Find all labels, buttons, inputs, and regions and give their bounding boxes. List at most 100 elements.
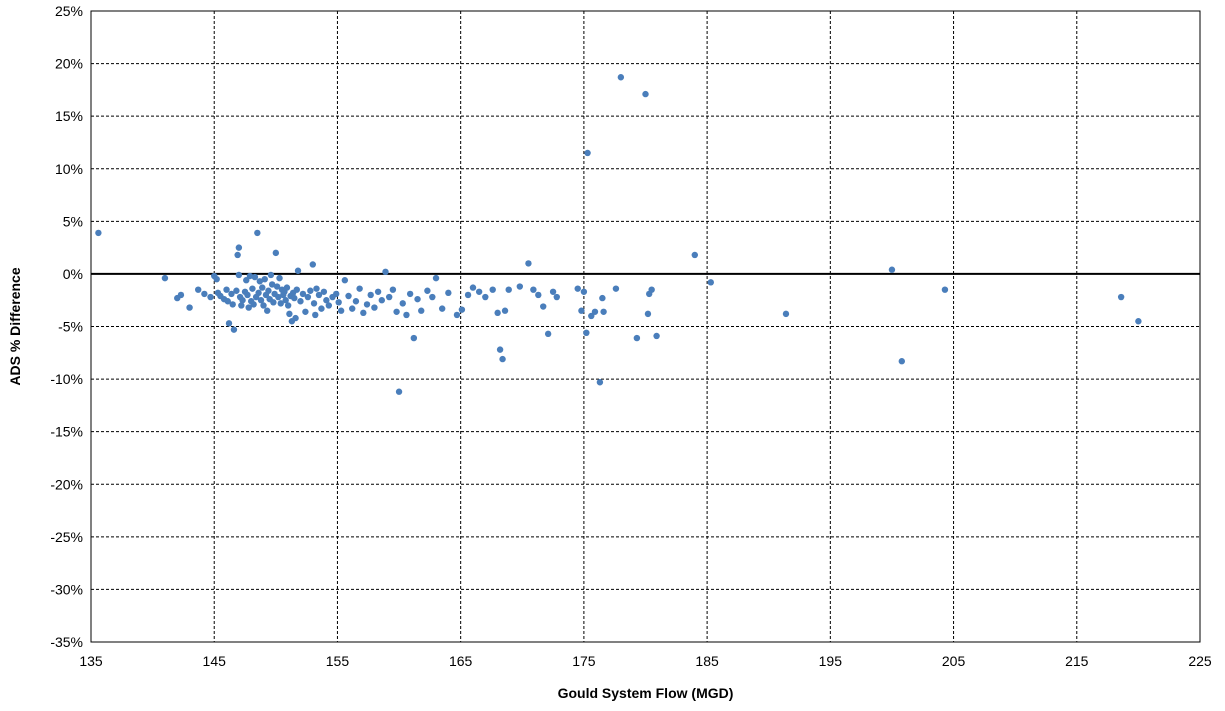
data-point xyxy=(580,288,588,295)
data-point xyxy=(315,291,323,299)
x-tick-label: 225 xyxy=(1188,653,1212,669)
x-tick-label: 175 xyxy=(572,653,596,669)
data-point xyxy=(270,299,277,306)
data-point xyxy=(223,286,230,293)
data-point xyxy=(438,305,446,312)
y-tick-label: -5% xyxy=(58,319,83,335)
data-point xyxy=(707,279,715,286)
x-axis-tick-labels: 135 145 155 165 175 185 195 205 215 225 xyxy=(79,653,1212,669)
data-point xyxy=(424,287,431,294)
data-point xyxy=(230,326,238,333)
data-point xyxy=(245,304,252,311)
data-point xyxy=(691,251,698,259)
y-tick-label: 15% xyxy=(55,108,83,124)
data-point xyxy=(246,272,254,280)
data-point xyxy=(224,298,231,305)
data-point xyxy=(161,274,169,282)
data-point xyxy=(195,286,202,293)
data-point xyxy=(284,302,292,309)
data-point xyxy=(393,308,400,315)
data-point xyxy=(299,290,307,298)
data-point xyxy=(653,332,660,340)
y-tick-label: -20% xyxy=(50,476,83,492)
data-point xyxy=(251,273,259,281)
plot-area-frame xyxy=(90,10,1201,643)
data-point xyxy=(257,297,265,304)
data-point xyxy=(333,290,340,298)
data-point xyxy=(535,291,542,299)
data-point xyxy=(429,293,436,301)
data-point xyxy=(256,278,264,285)
data-point xyxy=(941,286,949,293)
data-point xyxy=(389,286,397,293)
y-tick-label: -35% xyxy=(50,634,83,650)
y-axis-title: ADS % Difference xyxy=(7,267,23,385)
x-tick-label: 195 xyxy=(819,653,843,669)
data-point xyxy=(382,268,389,276)
data-point xyxy=(282,297,289,304)
data-point xyxy=(599,294,606,302)
data-point xyxy=(313,285,320,292)
data-point xyxy=(501,307,509,314)
data-point xyxy=(530,286,537,293)
data-point xyxy=(633,334,641,342)
y-tick-label: -15% xyxy=(50,424,83,440)
data-point xyxy=(293,286,300,293)
data-point xyxy=(644,310,652,318)
data-point xyxy=(250,301,257,308)
x-tick-label: 205 xyxy=(942,653,966,669)
data-point xyxy=(275,293,282,301)
data-point xyxy=(395,388,403,395)
data-point xyxy=(207,293,214,301)
data-point xyxy=(337,307,345,314)
data-point xyxy=(363,301,371,308)
data-point xyxy=(244,291,251,299)
data-point xyxy=(233,287,240,294)
data-point xyxy=(403,311,410,319)
data-point xyxy=(345,292,352,300)
data-point xyxy=(371,304,378,311)
data-point xyxy=(186,304,193,311)
data-point xyxy=(264,307,271,314)
data-point xyxy=(235,244,243,251)
y-tick-label: 5% xyxy=(63,213,83,229)
data-point xyxy=(406,290,414,298)
data-point xyxy=(356,285,363,292)
data-point xyxy=(445,289,452,297)
data-point xyxy=(294,267,302,274)
data-point xyxy=(583,329,590,337)
data-point xyxy=(378,297,386,304)
data-point xyxy=(432,274,440,282)
x-tick-label: 185 xyxy=(695,653,719,669)
data-point xyxy=(642,90,649,98)
data-point xyxy=(494,309,501,317)
data-point xyxy=(310,300,318,307)
x-tick-label: 145 xyxy=(203,653,227,669)
data-point xyxy=(591,308,599,315)
data-point xyxy=(302,308,309,315)
data-point xyxy=(1135,318,1142,325)
data-point xyxy=(418,307,425,314)
data-point xyxy=(228,290,235,298)
y-tick-label: 10% xyxy=(55,161,83,177)
data-point xyxy=(888,266,896,273)
data-point xyxy=(469,284,477,291)
data-point xyxy=(255,289,262,297)
data-point xyxy=(1117,293,1125,301)
data-points xyxy=(95,74,1142,395)
data-point xyxy=(898,358,906,365)
data-point xyxy=(95,229,102,237)
data-point xyxy=(318,305,325,312)
data-point xyxy=(588,312,595,320)
data-point xyxy=(225,320,233,327)
data-point xyxy=(578,307,585,314)
data-point xyxy=(260,302,267,309)
data-point xyxy=(499,355,506,363)
data-point xyxy=(600,308,607,315)
data-point xyxy=(612,285,620,292)
x-tick-label: 135 xyxy=(79,653,103,669)
y-tick-label: 25% xyxy=(55,3,83,19)
data-point xyxy=(596,379,604,386)
data-point xyxy=(323,297,330,304)
